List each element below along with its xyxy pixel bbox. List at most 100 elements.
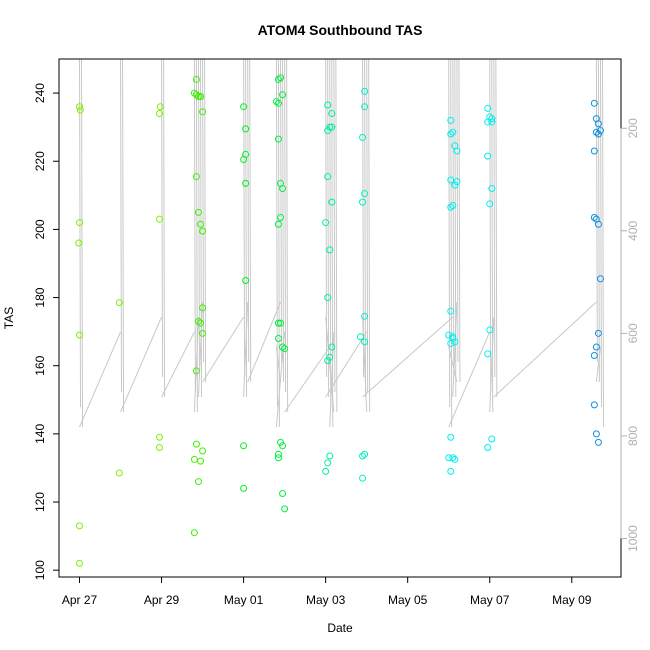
data-point: [359, 198, 367, 206]
track-line: [368, 58, 371, 413]
data-point: [274, 220, 282, 228]
track-line: [120, 58, 123, 393]
track-line: [280, 58, 283, 363]
track-line: [450, 58, 453, 428]
data-point: [279, 91, 287, 99]
track-line: [456, 58, 459, 363]
x-tick-label: May 05: [388, 593, 428, 607]
data-points: [75, 74, 604, 567]
data-point: [447, 433, 455, 441]
data-point: [324, 294, 332, 302]
data-point: [199, 447, 207, 455]
y-tick-label: 140: [33, 424, 47, 444]
track-line: [161, 331, 195, 398]
data-point: [115, 469, 123, 477]
y-axis: 100 120 140 160 180 200 220 240: [33, 83, 60, 580]
track-line: [329, 331, 335, 428]
track-line: [595, 346, 601, 383]
track-line: [243, 58, 246, 378]
data-point: [277, 74, 285, 82]
plot-frame: [58, 58, 622, 578]
data-point: [594, 438, 602, 446]
x-tick-label: May 01: [224, 593, 264, 607]
x-tick-label: May 03: [306, 593, 346, 607]
track-line: [458, 58, 461, 383]
data-point: [274, 454, 282, 462]
data-point: [484, 152, 492, 160]
data-point: [194, 478, 202, 486]
data-point: [274, 450, 282, 458]
track-line: [362, 316, 454, 398]
y-tick-label: 240: [33, 83, 47, 103]
data-point: [240, 103, 248, 111]
data-point: [486, 326, 494, 334]
data-point: [76, 522, 84, 530]
data-point: [76, 331, 84, 339]
data-point: [274, 135, 282, 143]
track-line: [275, 331, 286, 428]
data-point: [594, 220, 602, 228]
track-line: [489, 58, 492, 393]
data-point: [76, 103, 84, 111]
data-point: [156, 103, 164, 111]
data-point: [592, 128, 600, 136]
track-line: [335, 58, 338, 413]
data-point: [361, 338, 369, 346]
data-point: [361, 103, 369, 111]
track-line: [495, 58, 498, 398]
data-point: [592, 430, 600, 438]
track-line: [249, 58, 252, 383]
data-point: [359, 133, 367, 141]
data-point: [451, 338, 459, 346]
data-point: [596, 127, 604, 135]
data-point: [277, 213, 285, 221]
track-line: [193, 58, 196, 393]
data-point: [590, 401, 598, 409]
data-point: [324, 173, 332, 181]
data-point: [326, 353, 334, 361]
track-line: [284, 346, 331, 413]
data-point: [274, 75, 282, 83]
x-tick-label: Apr 27: [62, 593, 98, 607]
data-point: [277, 438, 285, 446]
track-line: [122, 58, 125, 413]
data-point: [596, 275, 604, 283]
data-point: [488, 118, 496, 126]
data-point: [281, 505, 289, 513]
data-point: [328, 123, 336, 131]
y2-axis: 200 400 600 800 1000: [620, 118, 640, 552]
data-point: [453, 178, 461, 186]
data-point: [197, 92, 205, 100]
x-tick-label: May 09: [552, 593, 592, 607]
data-point: [274, 99, 282, 107]
y-tick-label: 180: [33, 287, 47, 307]
data-point: [199, 227, 207, 235]
data-point: [594, 329, 602, 337]
data-point: [361, 87, 369, 95]
y-tick-label: 100: [33, 560, 47, 580]
y-tick-label: 200: [33, 219, 47, 239]
data-point: [361, 450, 369, 458]
data-point: [240, 484, 248, 492]
data-point: [242, 125, 250, 133]
data-point: [115, 299, 123, 307]
track-line: [277, 58, 280, 428]
data-point: [76, 106, 84, 114]
data-point: [76, 559, 84, 567]
data-point: [324, 459, 332, 467]
data-point: [590, 351, 598, 359]
data-point: [192, 173, 200, 181]
data-point: [279, 343, 287, 351]
data-point: [192, 367, 200, 375]
track-line: [197, 58, 200, 378]
data-point: [272, 98, 280, 106]
data-point: [486, 200, 494, 208]
track-line: [493, 301, 597, 398]
data-point: [156, 433, 164, 441]
track-line: [247, 301, 281, 383]
data-point: [279, 442, 287, 450]
track-line: [452, 58, 455, 378]
data-point: [322, 219, 330, 227]
track-line: [333, 58, 336, 393]
data-point: [359, 474, 367, 482]
